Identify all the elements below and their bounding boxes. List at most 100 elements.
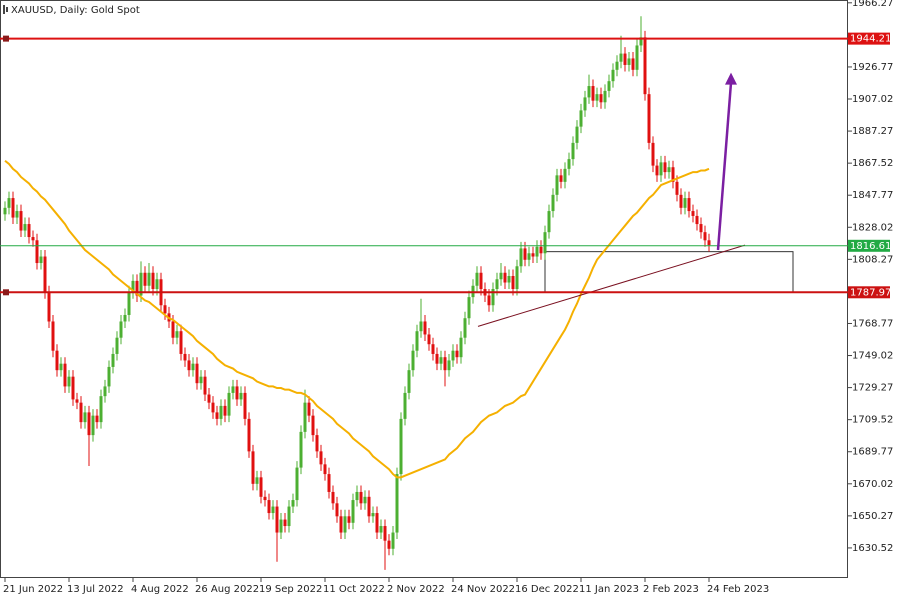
title-icon [3, 5, 8, 14]
candle-body [355, 491, 359, 501]
candle-body [543, 232, 547, 254]
candle-body [415, 331, 419, 351]
arrow-shaft [716, 82, 733, 251]
candle-body [271, 506, 275, 514]
candle-body [119, 321, 123, 338]
candle-body [499, 272, 503, 280]
level-label-bg [848, 32, 890, 45]
candle-body [191, 363, 195, 371]
candle-body [235, 386, 239, 400]
trend-line [477, 244, 746, 327]
candle-body [607, 81, 611, 91]
candle-body [15, 211, 19, 218]
x-tick-label: 11 Oct 2022 [323, 584, 385, 595]
moving-average [4, 159, 710, 479]
candle-body [579, 110, 583, 127]
x-tick-label: 2 Nov 2022 [387, 584, 445, 595]
candle-body [671, 167, 675, 182]
candle-body [171, 321, 175, 338]
candle-body [391, 532, 395, 549]
candle-body [155, 279, 159, 289]
y-tick-label: 1887.27 [852, 126, 893, 137]
x-tick-label: 26 Aug 2022 [195, 584, 259, 595]
candle-body [11, 198, 15, 218]
y-tick-label: 1709.52 [852, 415, 893, 426]
candle-body [311, 415, 315, 436]
candle-body [43, 256, 47, 293]
candle-body [59, 363, 63, 371]
candle-body [459, 337, 463, 358]
candle-body [47, 292, 51, 322]
candle-body [303, 402, 307, 432]
candle-body [403, 392, 407, 419]
candle-body [531, 253, 535, 257]
candle-body [379, 526, 383, 533]
candle-body [371, 513, 375, 517]
x-tick-label: 4 Aug 2022 [131, 584, 189, 595]
candle-body [523, 248, 527, 260]
candle-body [603, 90, 607, 103]
candle-body [239, 392, 243, 400]
candle-body [291, 500, 295, 507]
candle-body [407, 370, 411, 393]
x-tick-label: 24 Feb 2023 [707, 584, 769, 595]
candle-body [31, 237, 35, 241]
candle-body [71, 376, 75, 400]
candle-body [623, 53, 627, 65]
candle-body [491, 289, 495, 306]
candle-body [187, 360, 191, 371]
candle-body [535, 246, 539, 257]
candle-body [223, 405, 227, 416]
candle-body [135, 280, 139, 296]
candle-body [635, 45, 639, 70]
y-tick-label: 1907.02 [852, 94, 893, 105]
candle-body [203, 376, 207, 395]
candle-body [215, 412, 219, 419]
chart-title: XAUUSD, Daily: Gold Spot [11, 5, 140, 16]
candle-body [39, 256, 43, 264]
candle-body [339, 516, 343, 533]
candle-body [707, 240, 711, 246]
candle-body [95, 415, 99, 423]
candle-body [571, 142, 575, 160]
candle-body [315, 435, 319, 452]
candle-body [51, 321, 55, 351]
candle-body [35, 240, 39, 264]
y-tick-label: 1670.02 [852, 479, 893, 490]
candle-body [655, 165, 659, 176]
candle-body [659, 162, 663, 176]
candle-body [511, 276, 515, 289]
candle-body [91, 415, 95, 436]
y-tick-label: 1828.02 [852, 222, 893, 233]
candle-body [331, 491, 335, 504]
candle-body [559, 175, 563, 182]
level-label: 1787.97 [850, 287, 891, 298]
x-tick-label: 16 Dec 2022 [515, 584, 579, 595]
level-label: 1816.61 [850, 241, 891, 252]
level-anchor [3, 289, 9, 296]
candle-body [451, 350, 455, 361]
candle-body [447, 360, 451, 371]
candle-body [351, 500, 355, 523]
y-tick-label: 1966.27 [852, 0, 893, 9]
candle-body [151, 272, 155, 289]
candle-body [299, 431, 303, 468]
candle-body [435, 353, 439, 364]
candle-body [383, 526, 387, 541]
candle-body [479, 272, 483, 289]
candle-body [463, 318, 467, 338]
candle-body [67, 376, 71, 387]
candle-body [411, 350, 415, 371]
candle-body [111, 353, 115, 367]
candle-body [439, 357, 443, 364]
y-tick-label: 1867.52 [852, 158, 893, 169]
candle-body [595, 94, 599, 101]
candle-body [519, 248, 523, 267]
candle-body [175, 331, 179, 338]
candle-body [231, 386, 235, 393]
candle-body [563, 168, 567, 182]
y-tick-label: 1847.77 [852, 190, 893, 201]
candle-body [399, 418, 403, 475]
